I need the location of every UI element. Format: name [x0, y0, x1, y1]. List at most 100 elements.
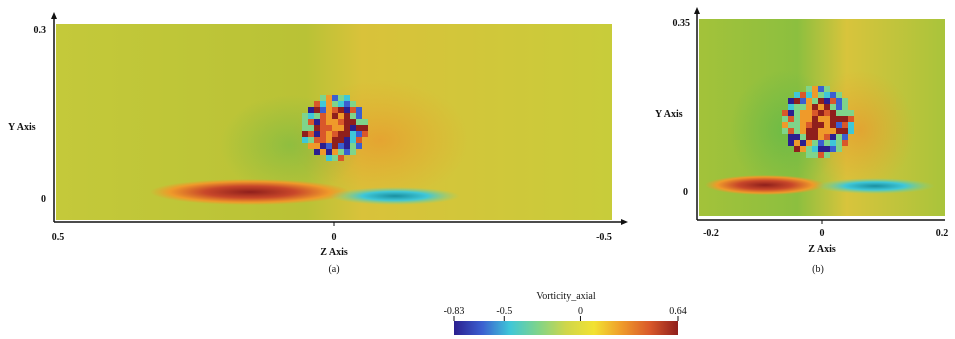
- vortex-cell: [326, 143, 332, 149]
- vortex-cell: [326, 149, 332, 155]
- colorbar-tick-label: 0: [578, 306, 583, 317]
- vortex-cell: [800, 110, 806, 116]
- vortex-cell: [830, 110, 836, 116]
- vortex-cell: [818, 110, 824, 116]
- vortex-cell: [806, 146, 812, 152]
- vortex-cell: [326, 107, 332, 113]
- vortex-cell: [326, 101, 332, 107]
- vortex-cell: [800, 122, 806, 128]
- panel-a-xlabel: Z Axis: [320, 247, 348, 258]
- panel-a-xtick-mid: 0: [332, 232, 337, 243]
- vortex-cell: [824, 98, 830, 104]
- vortex-cell: [812, 110, 818, 116]
- vortex-cell: [344, 143, 350, 149]
- vortex-cell: [812, 92, 818, 98]
- vortex-cell: [338, 125, 344, 131]
- vortex-cell: [362, 125, 368, 131]
- vortex-cell: [842, 134, 848, 140]
- vortex-cell: [320, 113, 326, 119]
- vortex-cell: [338, 149, 344, 155]
- vortex-cell: [314, 143, 320, 149]
- vortex-cell: [314, 113, 320, 119]
- vortex-cell: [830, 122, 836, 128]
- vortex-cell: [782, 110, 788, 116]
- panel-b: 0.35 0 Y Axis -0.2 0 0.2 Z Axis (b): [655, 7, 948, 275]
- panel-b-xtick-right: 0.2: [936, 228, 949, 239]
- vortex-cell: [818, 86, 824, 92]
- vortex-cell: [800, 98, 806, 104]
- vortex-cell: [314, 119, 320, 125]
- vortex-cell: [326, 125, 332, 131]
- vortex-cell: [338, 131, 344, 137]
- panel-a-blue-wall-band: [330, 187, 460, 205]
- vortex-cell: [356, 107, 362, 113]
- vortex-cell: [794, 140, 800, 146]
- vortex-cell: [320, 131, 326, 137]
- vortex-cell: [326, 137, 332, 143]
- vortex-cell: [812, 116, 818, 122]
- panel-a-caption: (a): [328, 264, 339, 275]
- vortex-cell: [788, 104, 794, 110]
- vortex-cell: [824, 146, 830, 152]
- vortex-cell: [350, 125, 356, 131]
- colorbar-title: Vorticity_axial: [536, 291, 595, 302]
- vortex-cell: [308, 137, 314, 143]
- vortex-cell: [782, 128, 788, 134]
- vortex-cell: [338, 143, 344, 149]
- panel-b-blue-wall-band: [815, 178, 935, 194]
- vortex-cell: [308, 143, 314, 149]
- vortex-cell: [320, 101, 326, 107]
- vortex-cell: [830, 146, 836, 152]
- vortex-cell: [332, 143, 338, 149]
- vortex-cell: [338, 137, 344, 143]
- vortex-cell: [836, 128, 842, 134]
- vortex-cell: [812, 152, 818, 158]
- vortex-cell: [362, 119, 368, 125]
- vortex-cell: [800, 140, 806, 146]
- panel-a-ytick-top: 0.3: [34, 25, 47, 36]
- vortex-cell: [332, 107, 338, 113]
- vortex-cell: [338, 155, 344, 161]
- vortex-cell: [848, 116, 854, 122]
- vortex-cell: [812, 104, 818, 110]
- vortex-cell: [308, 125, 314, 131]
- vortex-cell: [824, 140, 830, 146]
- vortex-cell: [332, 125, 338, 131]
- vortex-cell: [806, 86, 812, 92]
- vortex-cell: [794, 134, 800, 140]
- vortex-cell: [332, 119, 338, 125]
- vortex-cell: [314, 137, 320, 143]
- vortex-cell: [308, 131, 314, 137]
- vortex-cell: [848, 128, 854, 134]
- vortex-cell: [344, 131, 350, 137]
- vortex-cell: [362, 131, 368, 137]
- vortex-cell: [818, 146, 824, 152]
- vortex-cell: [806, 122, 812, 128]
- vortex-cell: [338, 119, 344, 125]
- vortex-cell: [332, 95, 338, 101]
- vortex-cell: [320, 107, 326, 113]
- vortex-cell: [824, 104, 830, 110]
- vortex-cell: [842, 116, 848, 122]
- vortex-cell: [806, 134, 812, 140]
- vortex-cell: [824, 122, 830, 128]
- vortex-cell: [356, 143, 362, 149]
- vortex-cell: [314, 125, 320, 131]
- vortex-cell: [332, 149, 338, 155]
- vortex-cell: [836, 146, 842, 152]
- vortex-cell: [326, 155, 332, 161]
- vortex-cell: [794, 146, 800, 152]
- vortex-cell: [788, 122, 794, 128]
- vortex-cell: [326, 131, 332, 137]
- vortex-cell: [332, 155, 338, 161]
- vortex-cell: [830, 104, 836, 110]
- vortex-cell: [794, 92, 800, 98]
- vortex-cell: [302, 125, 308, 131]
- vortex-cell: [836, 110, 842, 116]
- vortex-cell: [830, 128, 836, 134]
- vortex-cell: [812, 86, 818, 92]
- vortex-cell: [824, 86, 830, 92]
- vortex-cell: [818, 152, 824, 158]
- vortex-cell: [356, 131, 362, 137]
- vortex-cell: [314, 131, 320, 137]
